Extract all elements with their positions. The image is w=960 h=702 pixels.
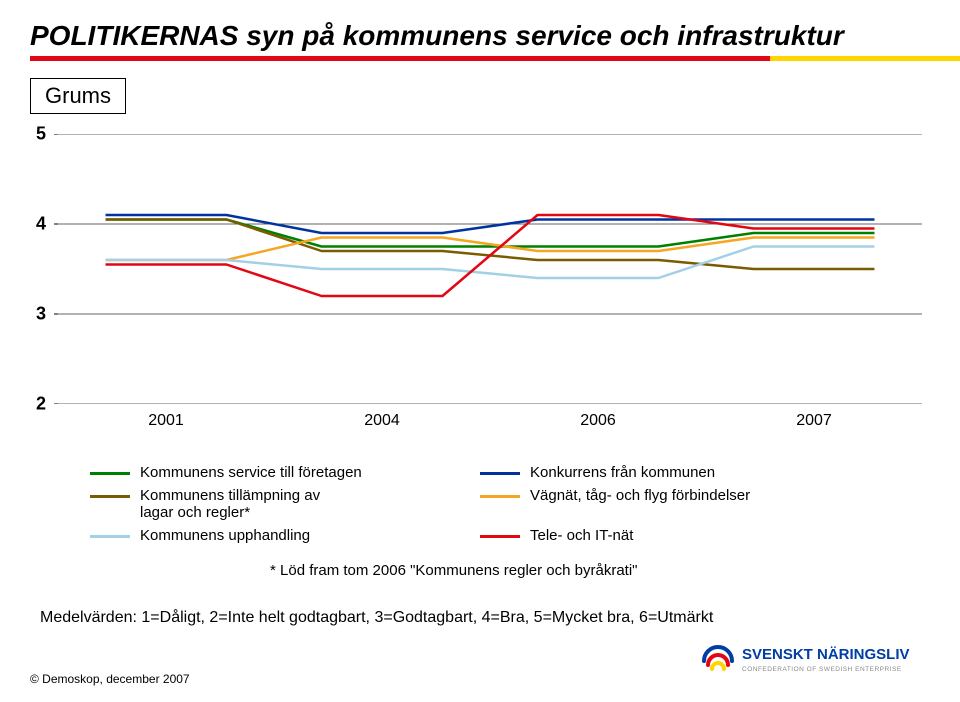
legend-item: Kommunens upphandling bbox=[90, 527, 450, 544]
legend-label: Kommunens service till företagen bbox=[140, 464, 362, 481]
y-tick-label: 4 bbox=[30, 214, 46, 235]
footnote-regler: * Löd fram tom 2006 "Kommunens regler oc… bbox=[270, 562, 930, 579]
y-tick-label: 2 bbox=[30, 394, 46, 415]
x-tick-label: 2007 bbox=[796, 412, 832, 430]
legend-item: Vägnät, tåg- och flyg förbindelser bbox=[480, 487, 840, 521]
legend-swatch bbox=[480, 495, 520, 498]
legend-swatch bbox=[480, 535, 520, 538]
logo-sub-text: CONFEDERATION OF SWEDISH ENTERPRISE bbox=[742, 666, 902, 673]
legend-label: Kommunens tillämpning av lagar och regle… bbox=[140, 487, 320, 521]
legend-swatch bbox=[90, 495, 130, 498]
footnote-scale: Medelvärden: 1=Dåligt, 2=Inte helt godta… bbox=[40, 609, 930, 627]
y-tick-label: 5 bbox=[30, 124, 46, 145]
chart-legend: Kommunens service till företagen Konkurre… bbox=[90, 464, 930, 544]
legend-swatch bbox=[90, 535, 130, 538]
legend-item: Kommunens tillämpning av lagar och regle… bbox=[90, 487, 450, 521]
legend-swatch bbox=[90, 472, 130, 475]
brand-logo: SVENSKT NÄRINGSLIV CONFEDERATION OF SWEDI… bbox=[700, 639, 930, 688]
logo-main-text: SVENSKT NÄRINGSLIV bbox=[742, 646, 910, 663]
legend-label: Kommunens upphandling bbox=[140, 527, 310, 544]
x-tick-label: 2001 bbox=[148, 412, 184, 430]
y-tick-label: 3 bbox=[30, 304, 46, 325]
legend-item: Konkurrens från kommunen bbox=[480, 464, 840, 481]
chart-series-line bbox=[106, 247, 875, 279]
legend-item: Tele- och IT-nät bbox=[480, 527, 840, 544]
line-chart: 23452001200420062007 bbox=[50, 134, 930, 404]
legend-item: Kommunens service till företagen bbox=[90, 464, 450, 481]
copyright: © Demoskop, december 2007 bbox=[30, 672, 190, 686]
x-tick-label: 2006 bbox=[580, 412, 616, 430]
page-title: POLITIKERNAS syn på kommunens service oc… bbox=[30, 20, 930, 52]
legend-label: Konkurrens från kommunen bbox=[530, 464, 715, 481]
title-underline bbox=[0, 56, 960, 66]
legend-label: Vägnät, tåg- och flyg förbindelser bbox=[530, 487, 750, 504]
legend-swatch bbox=[480, 472, 520, 475]
municipality-label: Grums bbox=[30, 78, 126, 114]
legend-label: Tele- och IT-nät bbox=[530, 527, 633, 544]
x-tick-label: 2004 bbox=[364, 412, 400, 430]
